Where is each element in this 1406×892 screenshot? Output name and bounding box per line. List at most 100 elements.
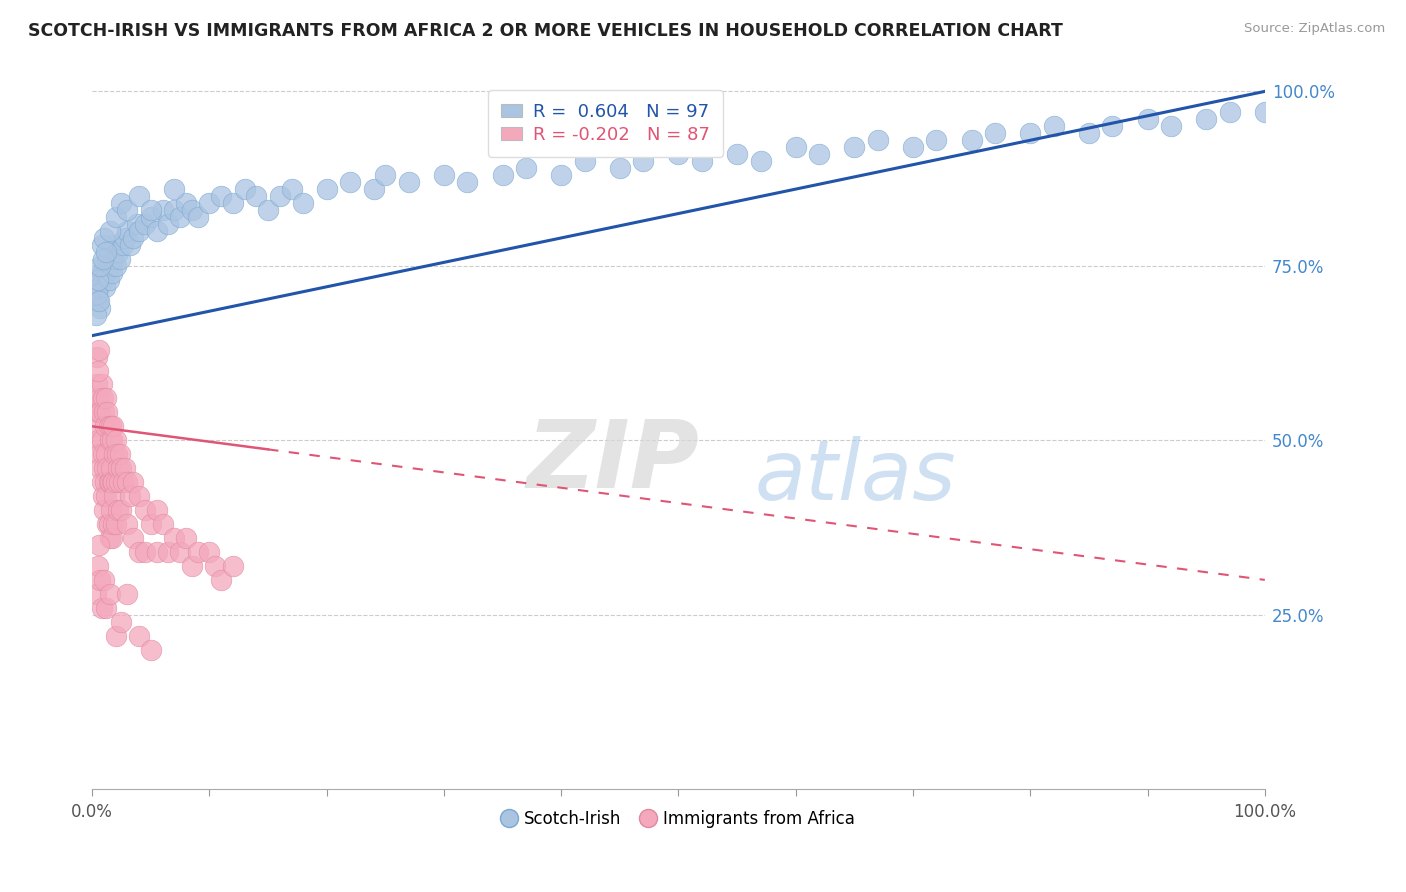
Point: [363, 182, 385, 196]
Point: [145, 545, 167, 559]
Point: [222, 196, 245, 211]
Point: [96, 489, 118, 503]
Point: [187, 545, 209, 559]
Point: [128, 545, 150, 559]
Point: [87, 405, 110, 419]
Point: [100, 419, 122, 434]
Point: [107, 503, 129, 517]
Point: [98, 531, 121, 545]
Point: [96, 405, 118, 419]
Point: [94, 280, 117, 294]
Point: [180, 558, 202, 573]
Point: [122, 231, 145, 245]
Point: [1254, 105, 1277, 120]
Point: [104, 210, 127, 224]
Point: [96, 516, 118, 531]
Point: [157, 217, 180, 231]
Point: [84, 308, 107, 322]
Point: [433, 168, 456, 182]
Point: [86, 350, 108, 364]
Point: [96, 600, 118, 615]
Point: [1042, 120, 1064, 134]
Point: [1195, 112, 1218, 127]
Point: [984, 126, 1007, 140]
Point: [90, 434, 112, 448]
Point: [104, 475, 127, 490]
Point: [110, 461, 132, 475]
Point: [98, 587, 121, 601]
Point: [89, 392, 111, 406]
Point: [163, 182, 186, 196]
Point: [110, 503, 132, 517]
Point: [134, 217, 156, 231]
Point: [94, 419, 117, 434]
Point: [1160, 120, 1182, 134]
Point: [1101, 120, 1123, 134]
Point: [1219, 105, 1241, 120]
Point: [209, 573, 232, 587]
Point: [103, 516, 125, 531]
Point: [198, 545, 221, 559]
Point: [1136, 112, 1159, 127]
Point: [89, 538, 111, 552]
Point: [117, 224, 139, 238]
Point: [114, 231, 136, 245]
Point: [233, 182, 256, 196]
Point: [103, 419, 125, 434]
Point: [108, 475, 131, 490]
Point: [101, 434, 124, 448]
Point: [117, 587, 139, 601]
Point: [98, 475, 121, 490]
Point: [574, 154, 596, 169]
Point: [157, 545, 180, 559]
Point: [96, 252, 118, 266]
Point: [86, 377, 108, 392]
Point: [96, 244, 118, 259]
Point: [110, 196, 132, 211]
Point: [104, 516, 127, 531]
Point: [96, 266, 118, 280]
Point: [87, 273, 110, 287]
Point: [104, 434, 127, 448]
Point: [91, 447, 114, 461]
Point: [87, 293, 110, 308]
Point: [110, 447, 132, 461]
Point: [925, 133, 948, 147]
Point: [111, 238, 134, 252]
Point: [98, 244, 121, 259]
Point: [90, 266, 112, 280]
Point: [104, 629, 127, 643]
Point: [128, 629, 150, 643]
Point: [103, 475, 125, 490]
Point: [118, 489, 141, 503]
Point: [90, 377, 112, 392]
Point: [107, 244, 129, 259]
Point: [163, 202, 186, 217]
Point: [169, 545, 191, 559]
Point: [152, 516, 174, 531]
Point: [204, 558, 226, 573]
Point: [134, 503, 156, 517]
Point: [749, 154, 772, 169]
Point: [83, 419, 105, 434]
Point: [134, 545, 156, 559]
Point: [209, 189, 232, 203]
Point: [180, 202, 202, 217]
Point: [866, 133, 889, 147]
Point: [89, 573, 111, 587]
Point: [139, 642, 162, 657]
Point: [90, 475, 112, 490]
Point: [245, 189, 267, 203]
Point: [110, 252, 132, 266]
Point: [101, 475, 124, 490]
Point: [174, 531, 197, 545]
Point: [89, 343, 111, 357]
Point: [292, 196, 315, 211]
Point: [107, 461, 129, 475]
Point: [174, 196, 197, 211]
Point: [91, 252, 114, 266]
Point: [89, 293, 111, 308]
Point: [633, 154, 655, 169]
Point: [125, 217, 148, 231]
Point: [844, 140, 866, 154]
